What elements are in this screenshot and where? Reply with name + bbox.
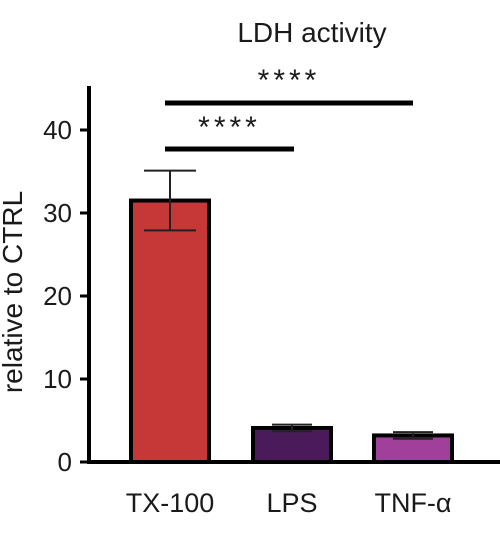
x-tick-label-0: TX-100	[126, 488, 215, 518]
y-tick-label: 20	[43, 281, 72, 311]
bar-1	[251, 425, 333, 464]
x-tick-label-2: TNF-α	[374, 488, 451, 518]
significance-label-0: ****	[198, 111, 261, 144]
y-tick-label: 30	[43, 198, 72, 228]
y-tick-label: 10	[43, 364, 72, 394]
chart-marks: 0 10 20 30 40 TX-100 LPS TNF-α **** ****	[43, 64, 454, 518]
bar-0	[129, 198, 211, 465]
y-axis-label: relative to CTRL	[0, 191, 28, 393]
y-tick-label: 0	[58, 447, 72, 477]
chart-title: LDH activity	[237, 17, 386, 48]
significance-label-1: ****	[258, 64, 321, 97]
y-tick-label: 40	[43, 115, 72, 145]
x-tick-label-1: LPS	[266, 488, 317, 518]
